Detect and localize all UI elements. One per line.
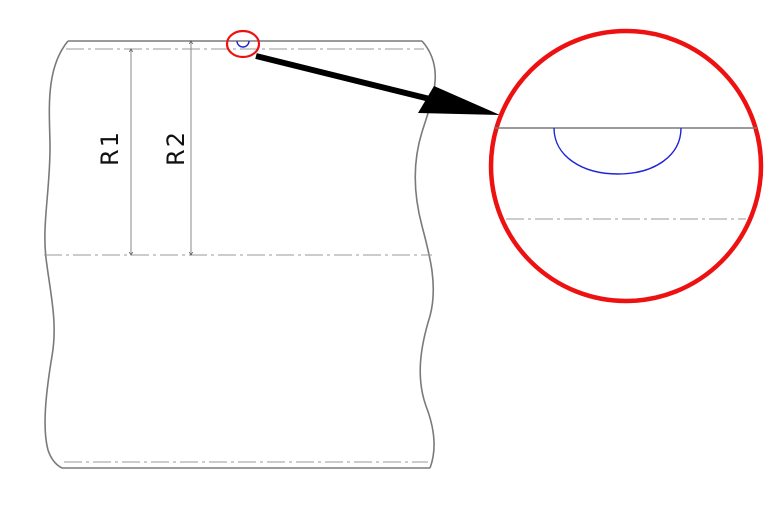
detail-magnifier-circle xyxy=(488,28,764,304)
pointer-arrow xyxy=(255,53,500,115)
pointer-arrow-head xyxy=(418,86,500,115)
r1-label: R1 xyxy=(96,130,124,166)
left-break-line xyxy=(44,40,69,469)
detail-view xyxy=(488,28,764,304)
groove-small xyxy=(236,40,250,48)
part-body xyxy=(44,40,436,469)
center-lines xyxy=(44,48,432,463)
r2-label: R2 xyxy=(162,130,190,166)
dimension-r2: R2 xyxy=(162,41,191,255)
detail-callout-circle xyxy=(225,29,261,59)
groove-detail xyxy=(553,127,682,175)
pointer-arrow-shaft xyxy=(255,53,451,107)
right-break-line xyxy=(414,40,436,469)
dimension-r1: R1 xyxy=(96,49,131,255)
